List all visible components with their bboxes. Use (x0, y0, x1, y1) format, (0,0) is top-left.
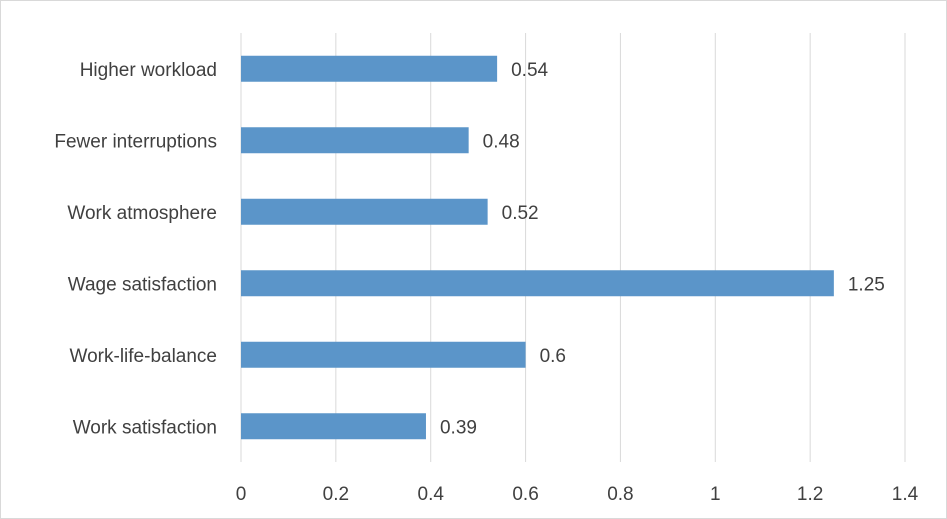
bar-3 (241, 198, 488, 225)
category-label: Higher workload (80, 60, 217, 81)
data-label: 0.54 (511, 60, 548, 81)
data-labels: 0.54 0.48 0.52 1.25 0.6 0.39 (440, 60, 885, 439)
x-tick-label: 0.4 (418, 484, 445, 505)
category-label: Work atmosphere (67, 203, 217, 224)
category-label: Wage satisfaction (68, 274, 217, 295)
x-tick-labels: 0 0.2 0.4 0.6 0.8 1 1.2 1.4 (236, 484, 919, 505)
data-label: 0.6 (540, 346, 566, 367)
bar-2 (241, 127, 469, 154)
category-labels: Higher workload Fewer interruptions Work a… (54, 60, 217, 439)
x-tick-label: 0.2 (323, 484, 349, 505)
bars (241, 55, 834, 440)
data-label: 0.39 (440, 417, 477, 438)
bar-5 (241, 341, 526, 368)
data-label: 1.25 (848, 274, 885, 295)
x-tick-label: 1 (710, 484, 721, 505)
category-label: Work satisfaction (73, 417, 217, 438)
bar-6 (241, 413, 426, 440)
x-tick-label: 0 (236, 484, 247, 505)
bar-1 (241, 55, 498, 82)
x-tick-label: 1.4 (892, 484, 919, 505)
x-tick-label: 1.2 (797, 484, 823, 505)
bar-4 (241, 270, 834, 297)
data-label: 0.52 (502, 203, 539, 224)
x-tick-label: 0.6 (512, 484, 538, 505)
category-label: Work-life-balance (70, 346, 217, 367)
x-tick-label: 0.8 (607, 484, 633, 505)
category-label: Fewer interruptions (54, 131, 217, 152)
grid-lines (240, 33, 906, 462)
data-label: 0.48 (483, 131, 520, 152)
